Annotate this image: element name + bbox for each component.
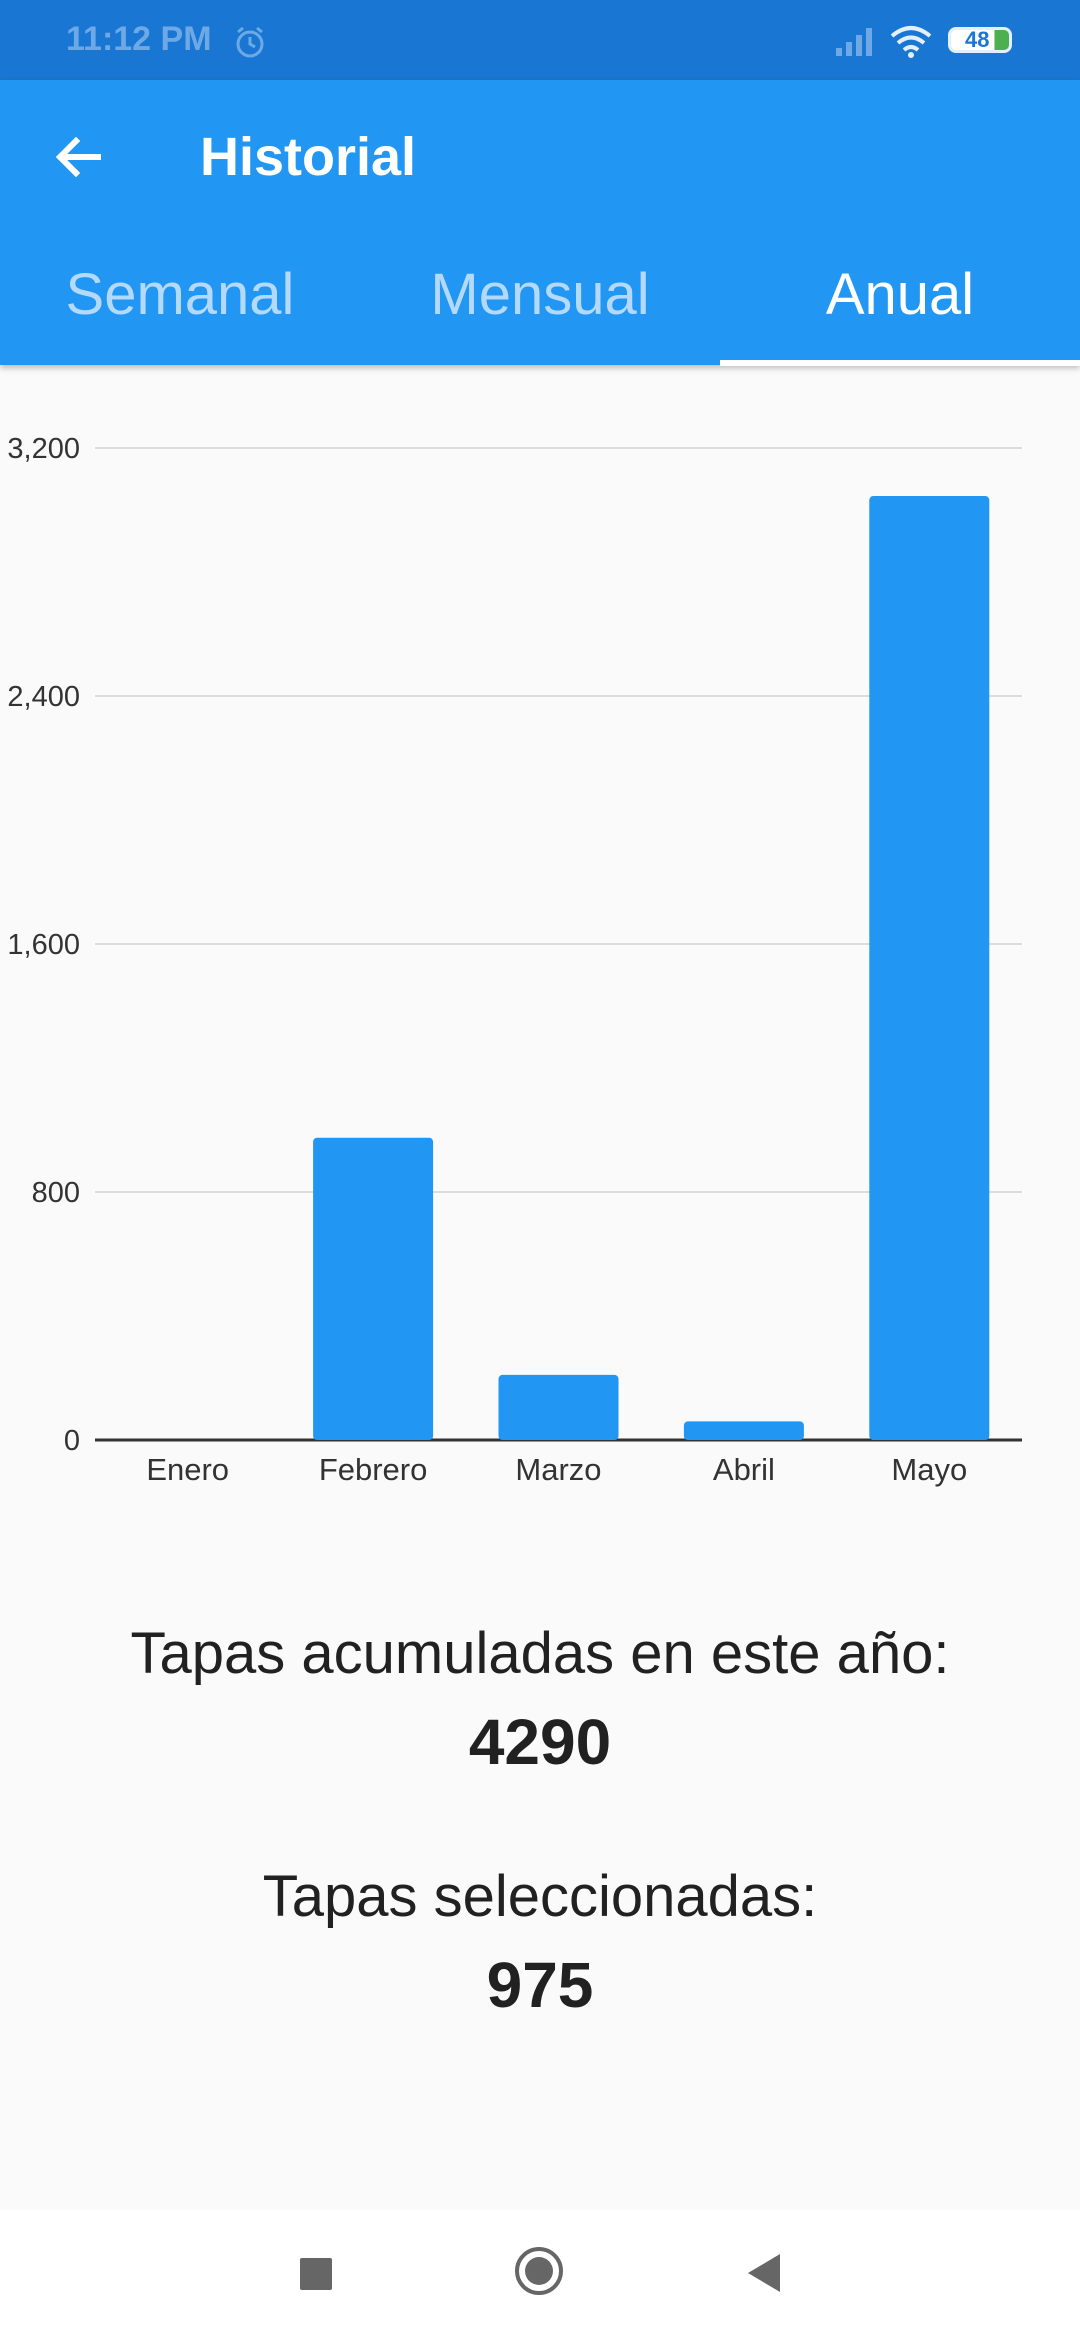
x-tick-label: Febrero [319, 1452, 428, 1487]
accumulated-label: Tapas acumuladas en este año: [130, 1621, 950, 1686]
y-tick-label: 1,600 [7, 929, 80, 961]
selected-label: Tapas seleccionadas: [262, 1864, 818, 1929]
y-tick-label: 2,400 [7, 681, 80, 713]
tab-bar: Semanal Mensual Anual [0, 245, 1080, 366]
tab-indicator [720, 360, 1080, 366]
y-tick-label: 3,200 [7, 433, 80, 465]
x-tick-label: Mayo [891, 1452, 967, 1487]
x-tick-label: Abril [713, 1452, 775, 1487]
tab-semanal[interactable]: Semanal [65, 262, 295, 327]
bar-febrero[interactable] [313, 1137, 434, 1440]
signal-icon [836, 28, 872, 56]
home-icon[interactable] [514, 2246, 564, 2296]
battery-level: 48 [965, 27, 990, 52]
page-title: Historial [200, 127, 417, 187]
bar-marzo[interactable] [498, 1374, 619, 1440]
battery-icon: 48 [948, 27, 1012, 53]
arrow-left-icon[interactable] [44, 122, 114, 192]
y-tick-label: 800 [32, 1177, 80, 1209]
tab-anual[interactable]: Anual [825, 262, 975, 327]
tab-mensual[interactable]: Mensual [430, 262, 650, 327]
y-tick-label: 0 [64, 1425, 80, 1457]
recent-apps-icon[interactable] [300, 2258, 332, 2290]
bar-abril[interactable] [683, 1421, 804, 1440]
x-tick-label: Marzo [515, 1452, 601, 1487]
bar-mayo[interactable] [869, 496, 990, 1440]
stats-section: Tapas acumuladas en este año: 4290 Tapas… [0, 1620, 1080, 2022]
chart-area: 0 800 1,600 2,400 3,200 Enero Febrero Marzo Abri… [0, 370, 1080, 1520]
status-time: 11:12 PM [66, 20, 212, 58]
wifi-icon [890, 26, 932, 58]
alarm-icon [236, 26, 264, 58]
app-bar: Historial Semanal Mensual Anual [0, 80, 1080, 366]
system-nav-bar [0, 2210, 1080, 2340]
x-tick-label: Enero [146, 1452, 229, 1487]
bar-chart: 0 800 1,600 2,400 3,200 Enero Febrero Marzo Abri… [7, 433, 1022, 1487]
accumulated-value: 4290 [468, 1706, 612, 1778]
status-bar: 11:12 PM 48 [0, 0, 1080, 80]
selected-value: 975 [486, 1949, 594, 2021]
back-triangle-icon[interactable] [744, 2250, 784, 2296]
